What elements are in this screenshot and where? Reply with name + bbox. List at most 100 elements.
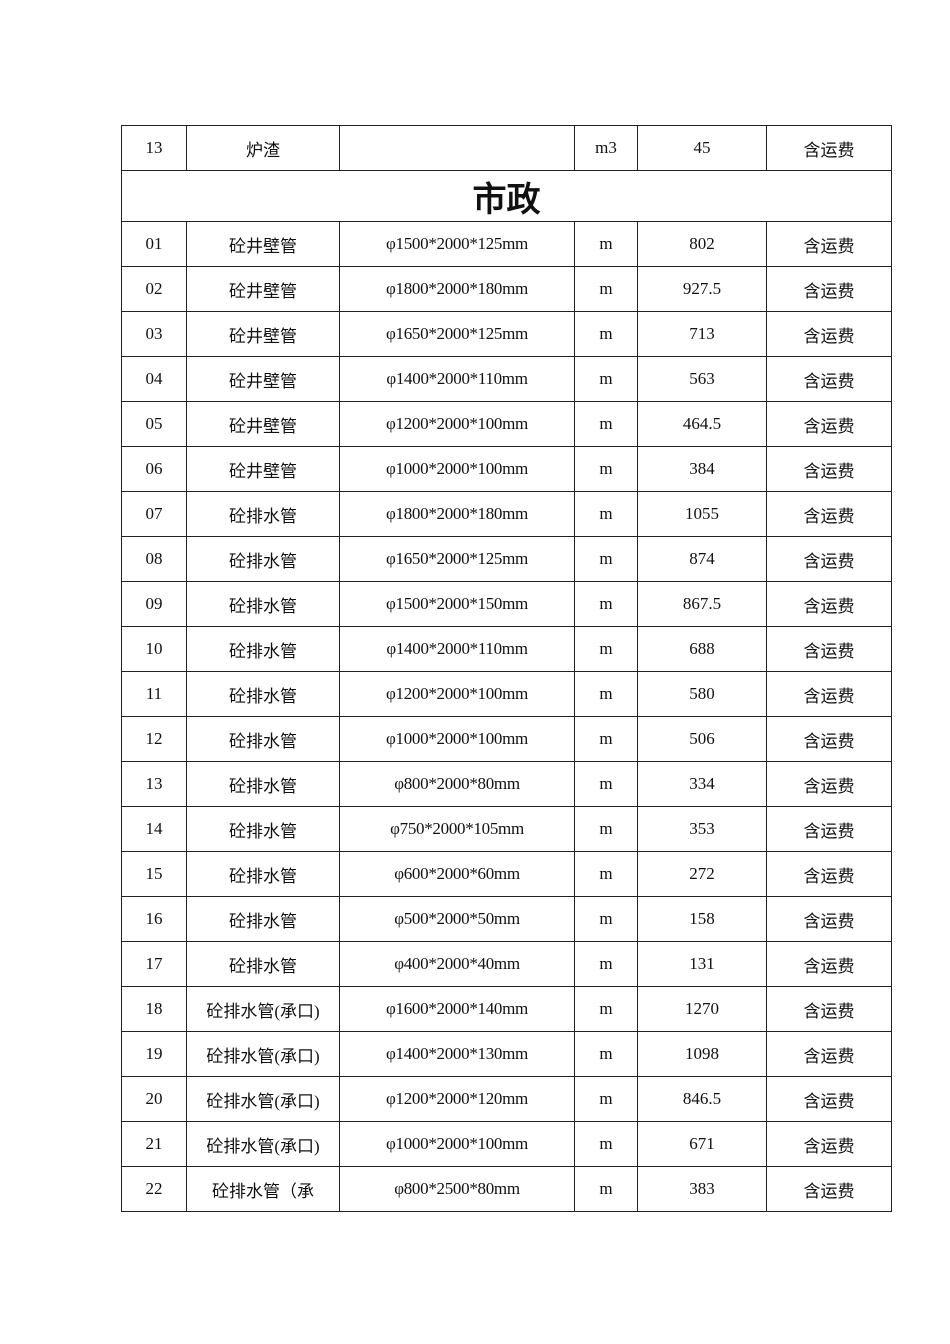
cell-price: 383 [637, 1166, 767, 1212]
cell-price: 802 [637, 221, 767, 267]
cell-spec: φ1400*2000*110mm [339, 356, 575, 402]
cell-no: 05 [121, 401, 187, 447]
table-row: 15 砼排水管 φ600*2000*60mm m 272 含运费 [121, 851, 892, 897]
cell-note: 含运费 [766, 1121, 892, 1167]
cell-note: 含运费 [766, 221, 892, 267]
cell-no: 01 [121, 221, 187, 267]
table-row: 07 砼排水管 φ1800*2000*180mm m 1055 含运费 [121, 491, 892, 537]
cell-price: 272 [637, 851, 767, 897]
cell-spec [339, 125, 575, 171]
cell-name: 砼排水管(承口) [186, 1121, 340, 1167]
cell-unit: m [574, 491, 638, 537]
table-row: 22 砼排水管（承 φ800*2500*80mm m 383 含运费 [121, 1166, 892, 1212]
table-row: 16 砼排水管 φ500*2000*50mm m 158 含运费 [121, 896, 892, 942]
cell-spec: φ1000*2000*100mm [339, 716, 575, 762]
cell-name: 炉渣 [186, 125, 340, 171]
cell-note: 含运费 [766, 851, 892, 897]
cell-no: 13 [121, 761, 187, 807]
cell-name: 砼排水管 [186, 716, 340, 762]
cell-name: 砼排水管 [186, 626, 340, 672]
cell-spec: φ1500*2000*125mm [339, 221, 575, 267]
cell-no: 20 [121, 1076, 187, 1122]
cell-unit: m [574, 806, 638, 852]
cell-price: 1098 [637, 1031, 767, 1077]
cell-unit: m [574, 671, 638, 717]
table-row: 04 砼井壁管 φ1400*2000*110mm m 563 含运费 [121, 356, 892, 402]
cell-no: 19 [121, 1031, 187, 1077]
section-header-row: 市政 [121, 170, 892, 222]
cell-name: 砼排水管 [186, 491, 340, 537]
cell-name: 砼井壁管 [186, 221, 340, 267]
cell-spec: φ1200*2000*120mm [339, 1076, 575, 1122]
cell-unit: m [574, 716, 638, 762]
cell-unit: m [574, 851, 638, 897]
cell-note: 含运费 [766, 1076, 892, 1122]
cell-spec: φ500*2000*50mm [339, 896, 575, 942]
cell-no: 18 [121, 986, 187, 1032]
cell-note: 含运费 [766, 446, 892, 492]
table-row: 21 砼排水管(承口) φ1000*2000*100mm m 671 含运费 [121, 1121, 892, 1167]
cell-spec: φ750*2000*105mm [339, 806, 575, 852]
cell-name: 砼排水管 [186, 581, 340, 627]
cell-spec: φ1600*2000*140mm [339, 986, 575, 1032]
cell-spec: φ1000*2000*100mm [339, 1121, 575, 1167]
cell-unit: m [574, 446, 638, 492]
cell-unit: m [574, 581, 638, 627]
cell-note: 含运费 [766, 986, 892, 1032]
cell-no: 08 [121, 536, 187, 582]
table-row: 05 砼井壁管 φ1200*2000*100mm m 464.5 含运费 [121, 401, 892, 447]
cell-unit: m [574, 626, 638, 672]
cell-price: 563 [637, 356, 767, 402]
cell-spec: φ1800*2000*180mm [339, 491, 575, 537]
cell-price: 131 [637, 941, 767, 987]
cell-no: 02 [121, 266, 187, 312]
cell-name: 砼井壁管 [186, 446, 340, 492]
cell-unit: m [574, 311, 638, 357]
cell-price: 353 [637, 806, 767, 852]
cell-note: 含运费 [766, 581, 892, 627]
cell-price: 506 [637, 716, 767, 762]
cell-note: 含运费 [766, 401, 892, 447]
cell-spec: φ1400*2000*130mm [339, 1031, 575, 1077]
cell-no: 11 [121, 671, 187, 717]
cell-name: 砼排水管(承口) [186, 986, 340, 1032]
cell-no: 15 [121, 851, 187, 897]
price-table: 13 炉渣 m3 45 含运费 市政 01 砼井壁管 φ1500*2000*125m… [121, 125, 892, 1212]
table-row: 11 砼排水管 φ1200*2000*100mm m 580 含运费 [121, 671, 892, 717]
cell-name: 砼井壁管 [186, 266, 340, 312]
cell-note: 含运费 [766, 266, 892, 312]
cell-no: 07 [121, 491, 187, 537]
cell-price: 846.5 [637, 1076, 767, 1122]
cell-unit: m [574, 1121, 638, 1167]
table-row: 13 砼排水管 φ800*2000*80mm m 334 含运费 [121, 761, 892, 807]
cell-unit: m [574, 356, 638, 402]
cell-no: 17 [121, 941, 187, 987]
cell-unit: m [574, 266, 638, 312]
cell-price: 334 [637, 761, 767, 807]
table-row: 14 砼排水管 φ750*2000*105mm m 353 含运费 [121, 806, 892, 852]
cell-name: 砼井壁管 [186, 401, 340, 447]
table-row: 03 砼井壁管 φ1650*2000*125mm m 713 含运费 [121, 311, 892, 357]
table-row: 10 砼排水管 φ1400*2000*110mm m 688 含运费 [121, 626, 892, 672]
cell-unit: m [574, 1166, 638, 1212]
cell-name: 砼排水管（承 [186, 1166, 340, 1212]
cell-note: 含运费 [766, 536, 892, 582]
cell-unit: m [574, 1031, 638, 1077]
cell-note: 含运费 [766, 311, 892, 357]
cell-no: 12 [121, 716, 187, 762]
cell-unit: m [574, 401, 638, 447]
cell-unit: m [574, 1076, 638, 1122]
cell-note: 含运费 [766, 896, 892, 942]
cell-name: 砼排水管 [186, 536, 340, 582]
cell-name: 砼排水管(承口) [186, 1076, 340, 1122]
table-row: 02 砼井壁管 φ1800*2000*180mm m 927.5 含运费 [121, 266, 892, 312]
cell-spec: φ1650*2000*125mm [339, 536, 575, 582]
cell-note: 含运费 [766, 941, 892, 987]
cell-name: 砼排水管(承口) [186, 1031, 340, 1077]
cell-price: 158 [637, 896, 767, 942]
cell-spec: φ1400*2000*110mm [339, 626, 575, 672]
cell-name: 砼排水管 [186, 671, 340, 717]
cell-no: 14 [121, 806, 187, 852]
cell-unit: m [574, 221, 638, 267]
cell-price: 867.5 [637, 581, 767, 627]
